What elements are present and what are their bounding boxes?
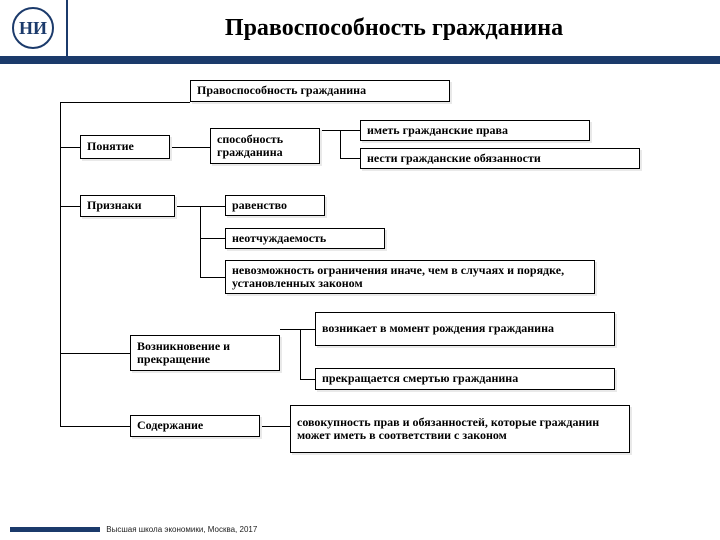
- connector-line: [170, 147, 210, 148]
- connector-line: [340, 158, 360, 159]
- footer-text: Высшая школа экономики, Москва, 2017: [106, 525, 257, 534]
- node-imet: иметь гражданские права: [360, 120, 590, 141]
- node-v_moment: возникает в момент рождения гражданина: [315, 312, 615, 346]
- node-voznik: Возникновение и прекращение: [130, 335, 280, 371]
- connector-line: [60, 102, 61, 427]
- footer-bar: [10, 527, 100, 532]
- logo-column: НИ: [0, 0, 68, 60]
- header: НИ Правоспособность гражданина: [0, 0, 720, 64]
- connector-line: [260, 426, 290, 427]
- connector-line: [200, 206, 225, 207]
- node-sposobn: способность гражданина: [210, 128, 320, 164]
- footer: Высшая школа экономики, Москва, 2017: [10, 525, 257, 534]
- node-nevozm: невозможность ограничения иначе, чем в с…: [225, 260, 595, 294]
- node-sovok: совокупность прав и обязанностей, которы…: [290, 405, 630, 453]
- connector-line: [60, 426, 130, 427]
- connector-line: [60, 147, 80, 148]
- connector-line: [300, 329, 315, 330]
- node-prekr: прекращается смертью гражданина: [315, 368, 615, 390]
- connector-line: [280, 329, 300, 330]
- node-nesti: нести гражданские обязанности: [360, 148, 640, 169]
- page-title: Правоспособность гражданина: [68, 15, 720, 42]
- connector-line: [175, 206, 200, 207]
- connector-line: [300, 329, 301, 379]
- connector-line: [200, 277, 225, 278]
- diagram-area: Правоспособность гражданина Понятие способ…: [0, 80, 720, 510]
- connector-line: [200, 206, 201, 278]
- hse-logo-icon: НИ: [12, 7, 54, 49]
- node-root: Правоспособность гражданина: [190, 80, 450, 102]
- node-ponyatie: Понятие: [80, 135, 170, 159]
- connector-line: [340, 130, 341, 158]
- node-neotch: неотчуждаемость: [225, 228, 385, 249]
- connector-line: [60, 102, 190, 103]
- connector-line: [300, 379, 315, 380]
- connector-line: [60, 206, 80, 207]
- connector-line: [200, 238, 225, 239]
- connector-line: [60, 353, 130, 354]
- node-priznaki: Признаки: [80, 195, 175, 217]
- node-soderzh: Содержание: [130, 415, 260, 437]
- node-raven: равенство: [225, 195, 325, 216]
